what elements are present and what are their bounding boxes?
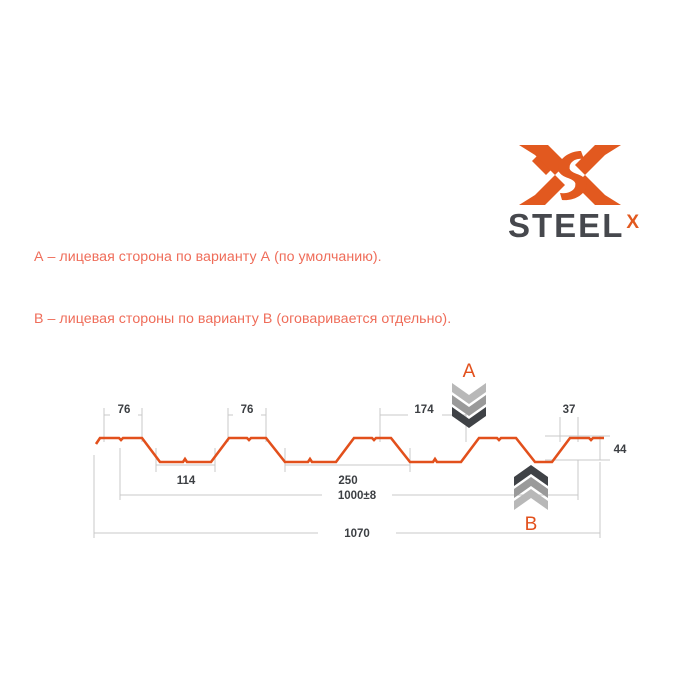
dim-label-76-left: 76 xyxy=(118,404,131,416)
sheet-profile-outline xyxy=(94,436,604,464)
caption-variant-b: В – лицевая стороны по варианту В (огова… xyxy=(34,311,452,327)
profile-technical-drawing: 76 76 174 37 114 250 44 1000±8 1070 A xyxy=(0,350,700,560)
wordmark-steel: STEEL xyxy=(508,207,625,244)
marker-a: A xyxy=(452,361,486,428)
dim-label-76-mid: 76 xyxy=(241,404,254,416)
steelx-wordmark: STEEL X xyxy=(508,209,660,243)
dim-label-174: 174 xyxy=(414,404,434,416)
caption-variant-a: А – лицевая сторона по варианту А (по ум… xyxy=(34,249,382,265)
dim-label-44: 44 xyxy=(614,444,627,456)
dim-label-250: 250 xyxy=(338,475,357,487)
wordmark-superscript-x: X xyxy=(626,212,640,233)
marker-a-chevrons xyxy=(452,383,486,428)
steelx-x-logo-mark-icon xyxy=(518,143,622,207)
steelx-logo: STEEL X xyxy=(508,143,660,243)
marker-b: B xyxy=(514,465,548,535)
dimension-labels: 76 76 174 37 114 250 44 1000±8 1070 xyxy=(110,402,627,540)
dim-label-working-width: 1000±8 xyxy=(338,490,377,502)
marker-b-label: B xyxy=(525,514,538,535)
dim-label-114: 114 xyxy=(177,475,196,487)
marker-a-label: A xyxy=(463,361,476,382)
dim-label-37: 37 xyxy=(563,404,576,416)
dim-label-overall-width: 1070 xyxy=(344,528,370,540)
marker-b-chevrons xyxy=(514,465,548,510)
